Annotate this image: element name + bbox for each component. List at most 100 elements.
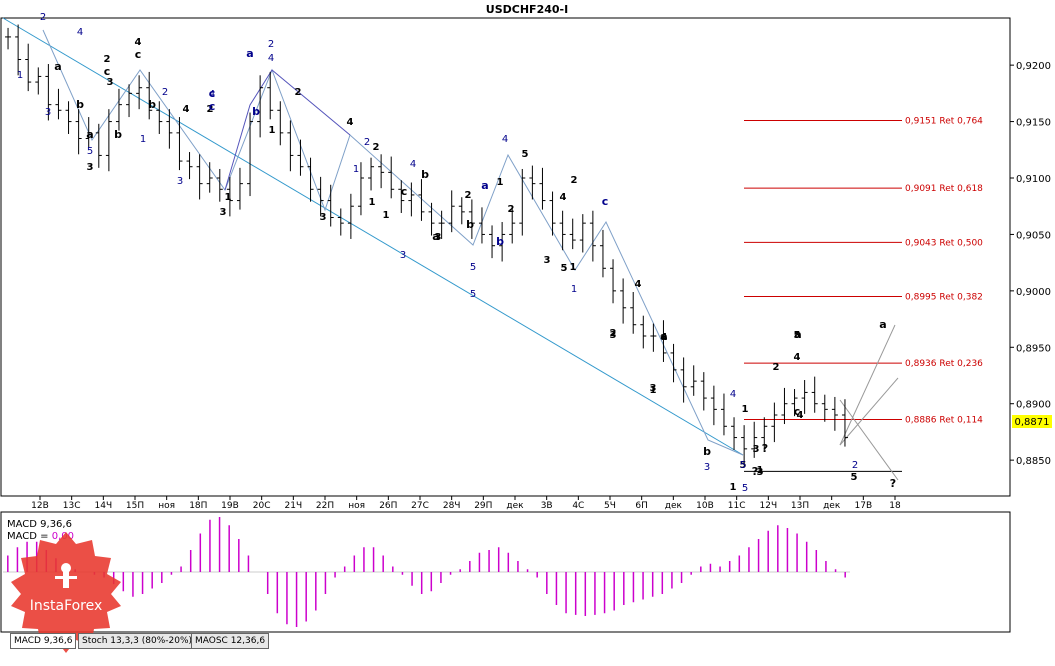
wave-label: ? bbox=[762, 442, 768, 455]
wave-label: c bbox=[135, 48, 142, 61]
wave-label-blue: 5 bbox=[470, 289, 476, 300]
wave-label: 1 bbox=[369, 197, 376, 208]
wave-label: 5 bbox=[522, 149, 529, 160]
wave-label-blue: 4 bbox=[502, 134, 508, 145]
chart-title: USDCHF240-I bbox=[486, 3, 568, 16]
wave-label: 2 bbox=[373, 142, 380, 153]
wave-label-blue: 1 bbox=[17, 70, 23, 81]
projection-line bbox=[839, 377, 899, 446]
wave-label: 5 bbox=[561, 263, 568, 274]
x-tick-label: 18П bbox=[189, 501, 207, 511]
x-tick-label: 17В bbox=[855, 501, 873, 511]
wave-label: b bbox=[76, 98, 84, 111]
x-tick-label: 11С bbox=[728, 501, 746, 511]
wave-label: 3 bbox=[107, 77, 114, 88]
wave-label: 1 bbox=[570, 262, 577, 273]
wave-label-blue: 2 bbox=[852, 460, 858, 471]
projection-line bbox=[839, 399, 899, 481]
wave-label: 1 bbox=[742, 404, 749, 415]
wave-label: b bbox=[703, 445, 711, 458]
wave-label-blue: 2 bbox=[40, 12, 46, 23]
x-tick-label: 22П bbox=[316, 501, 334, 511]
current-price-label: 0,8871 bbox=[1015, 417, 1050, 428]
wave-label-blue: b bbox=[252, 105, 260, 118]
y-tick-label: 0,9100 bbox=[1016, 174, 1051, 185]
wave-label: a bbox=[86, 128, 93, 141]
wave-label: b bbox=[148, 98, 156, 111]
wave-label-blue: 1 bbox=[140, 134, 146, 145]
y-tick-label: 0,9050 bbox=[1016, 230, 1051, 241]
wave-label: 4 bbox=[560, 192, 567, 203]
wave-label-blue: a bbox=[246, 47, 253, 60]
fib-label: 0,8936 Ret 0,236 bbox=[905, 359, 983, 369]
tab-stochastic[interactable]: Stoch 13,3,3 (80%-20%) bbox=[78, 633, 197, 649]
wave-label: 4 bbox=[661, 332, 668, 343]
wave-label-blue: 4 bbox=[730, 389, 736, 400]
wave-label: 1 bbox=[269, 125, 276, 136]
x-tick-label: дек bbox=[506, 501, 524, 511]
x-tick-label: 18 bbox=[889, 501, 901, 511]
tab-macd[interactable]: MACD 9,36,6 bbox=[10, 633, 77, 649]
wave-label: b bbox=[466, 218, 474, 231]
x-tick-label: 19В bbox=[221, 501, 239, 511]
x-tick-label: дек bbox=[823, 501, 841, 511]
wave-label-blue: a bbox=[481, 179, 488, 192]
wave-label-blue: 3 bbox=[177, 176, 183, 187]
wave-label: c bbox=[794, 405, 801, 418]
wave-label-blue: 2 bbox=[364, 137, 370, 148]
x-tick-label: ноя bbox=[158, 501, 175, 511]
wave-label: 3 bbox=[220, 207, 227, 218]
wave-label-blue: 2 bbox=[162, 87, 168, 98]
y-tick-label: 0,9150 bbox=[1016, 118, 1051, 129]
wave-label: 3 bbox=[320, 212, 327, 223]
tab-maosc[interactable]: MAOSC 12,36,6 bbox=[191, 633, 270, 649]
x-tick-label: 26П bbox=[379, 501, 397, 511]
wave-label-blue: 3 bbox=[45, 107, 51, 118]
wave-label: 1 bbox=[383, 210, 390, 221]
wave-label-blue: 5 bbox=[87, 146, 93, 157]
wave-label-blue: 5 bbox=[740, 460, 746, 471]
current-price-marker bbox=[1012, 415, 1052, 428]
wave-label: 2 bbox=[104, 54, 111, 65]
wave-label: ? bbox=[752, 465, 758, 478]
wave-label: 4 bbox=[635, 279, 642, 290]
wave-label: 5 bbox=[794, 330, 801, 341]
x-tick-label: 13С bbox=[63, 501, 81, 511]
instaforex-logo: InstaForex bbox=[0, 530, 132, 655]
wave-label-blue: 4 bbox=[209, 89, 215, 100]
y-tick-label: 0,8900 bbox=[1016, 400, 1051, 411]
x-tick-label: 15П bbox=[126, 501, 144, 511]
wave-label: a bbox=[660, 330, 667, 343]
x-tick-label: ноя bbox=[348, 501, 365, 511]
wave-label: 2 bbox=[773, 362, 780, 373]
wave-label-blue: 4 bbox=[77, 27, 83, 38]
wave-label: 2 bbox=[610, 328, 617, 339]
x-tick-label: 10В bbox=[696, 501, 714, 511]
x-tick-label: дек bbox=[665, 501, 683, 511]
wave-label-blue: b bbox=[496, 235, 504, 248]
projection-line bbox=[839, 324, 896, 446]
wave-label: 4 bbox=[794, 352, 801, 363]
wave-label: 3 bbox=[544, 255, 551, 266]
wave-label: 5 bbox=[740, 460, 747, 471]
wave-label: 4 bbox=[135, 37, 142, 48]
wave-label: b bbox=[421, 168, 429, 181]
y-tick-label: 0,9000 bbox=[1016, 287, 1051, 298]
wave-label: 3 bbox=[435, 232, 442, 243]
wave-label: 4 bbox=[797, 410, 804, 421]
wave-label-blue: 5 bbox=[742, 483, 748, 494]
wave-label-blue: 2 bbox=[268, 39, 274, 50]
x-tick-label: 27С bbox=[411, 501, 429, 511]
x-tick-label: 21Ч bbox=[285, 501, 303, 511]
x-tick-label: 14Ч bbox=[95, 501, 113, 511]
watermark-text: InstaForex bbox=[30, 598, 103, 614]
wave-label: 1 bbox=[730, 482, 737, 493]
macd-label: MACD 9,36,6 bbox=[7, 519, 72, 530]
wave-label: 1 bbox=[497, 177, 504, 188]
wave-label-blue: 1 bbox=[571, 284, 577, 295]
wave-label: 1 bbox=[650, 385, 657, 396]
wave-label: a bbox=[54, 60, 61, 73]
x-tick-label: 20С bbox=[253, 501, 271, 511]
fib-label: 0,8886 Ret 0,114 bbox=[905, 416, 983, 426]
